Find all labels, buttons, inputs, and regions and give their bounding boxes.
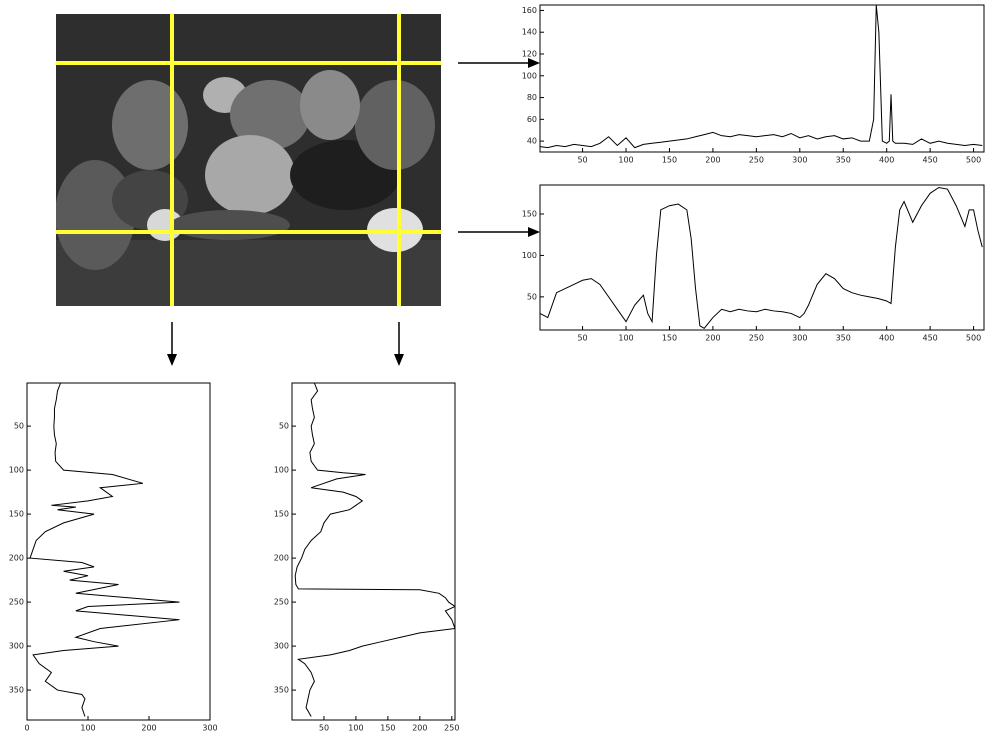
plot-frame: [540, 185, 984, 330]
pepper: [300, 70, 360, 140]
x-tick-label: 450: [922, 156, 937, 165]
arrow-head: [167, 354, 177, 366]
x-tick-label: 500: [966, 156, 981, 165]
arrow-head: [528, 58, 540, 68]
peppers-image: [55, 14, 441, 306]
y-tick-label: 50: [527, 292, 537, 301]
y-tick-label: 80: [527, 93, 537, 102]
x-tick-label: 250: [444, 724, 459, 733]
y-tick-label: 50: [279, 422, 289, 431]
x-tick-label: 200: [705, 334, 720, 343]
y-tick-label: 150: [9, 510, 24, 519]
y-tick-label: 160: [522, 6, 537, 15]
x-tick-label: 200: [412, 724, 427, 733]
profile-line: [540, 5, 982, 148]
x-tick-label: 150: [380, 724, 395, 733]
y-tick-label: 150: [522, 210, 537, 219]
line-chart: 0 100 200 300 50 100 150 200 250 300 350: [9, 383, 218, 733]
y-tick-label: 60: [527, 115, 537, 124]
pepper: [205, 135, 295, 215]
x-tick-label: 100: [618, 156, 633, 165]
x-tick-label: 0: [24, 724, 29, 733]
x-tick-label: 500: [966, 334, 981, 343]
x-tick-label: 150: [662, 156, 677, 165]
arrow-head: [528, 227, 540, 237]
profile-line: [295, 383, 455, 716]
y-tick-label: 50: [14, 422, 24, 431]
y-tick-label: 350: [9, 686, 24, 695]
x-tick-label: 50: [319, 724, 329, 733]
x-tick-label: 50: [577, 334, 587, 343]
y-tick-label: 40: [527, 137, 537, 146]
profile-line: [540, 187, 982, 328]
x-tick-label: 200: [705, 156, 720, 165]
x-tick-label: 400: [879, 156, 894, 165]
line-chart: 50 100 150 200 250 50 100 150 200 250 300 350: [274, 383, 460, 733]
x-tick-label: 450: [922, 334, 937, 343]
y-tick-label: 100: [522, 251, 537, 260]
x-tick-label: 300: [202, 724, 217, 733]
figure: 5010015020025030035040045050040608010012…: [0, 0, 986, 743]
pepper: [112, 80, 188, 170]
x-tick-label: 150: [662, 334, 677, 343]
x-tick-label: 300: [792, 156, 807, 165]
y-tick-label: 250: [9, 598, 24, 607]
x-tick-label: 350: [836, 156, 851, 165]
y-tick-label: 100: [522, 71, 537, 80]
line-chart: 50 100 150 200 250 300 350 400 450 500 50 100 150: [522, 185, 984, 343]
pepper: [355, 80, 435, 170]
page: {"chart_data": [ {"type": "line", "orien…: [0, 0, 986, 743]
y-tick-label: 200: [274, 554, 289, 563]
y-tick-label: 250: [274, 598, 289, 607]
x-tick-label: 250: [749, 156, 764, 165]
arrow-head: [394, 354, 404, 366]
y-tick-label: 200: [9, 554, 24, 563]
x-tick-label: 100: [348, 724, 363, 733]
y-tick-label: 100: [9, 466, 24, 475]
x-tick-label: 250: [749, 334, 764, 343]
y-tick-label: 120: [522, 50, 537, 59]
x-tick-label: 400: [879, 334, 894, 343]
x-tick-label: 300: [792, 334, 807, 343]
x-tick-label: 50: [577, 156, 587, 165]
pepper: [170, 210, 290, 240]
y-tick-label: 150: [274, 510, 289, 519]
y-tick-label: 140: [522, 28, 537, 37]
plot-frame: [292, 383, 455, 720]
x-tick-label: 100: [80, 724, 95, 733]
line-chart: 50 100 150 200 250 300 350 400 450 500 40 60 80 100 12…: [522, 5, 984, 165]
plot-frame: [540, 5, 984, 152]
x-tick-label: 200: [141, 724, 156, 733]
y-tick-label: 300: [274, 642, 289, 651]
y-tick-label: 350: [274, 686, 289, 695]
y-tick-label: 300: [9, 642, 24, 651]
x-tick-label: 100: [618, 334, 633, 343]
y-tick-label: 100: [274, 466, 289, 475]
x-tick-label: 350: [836, 334, 851, 343]
profile-line: [30, 383, 179, 716]
